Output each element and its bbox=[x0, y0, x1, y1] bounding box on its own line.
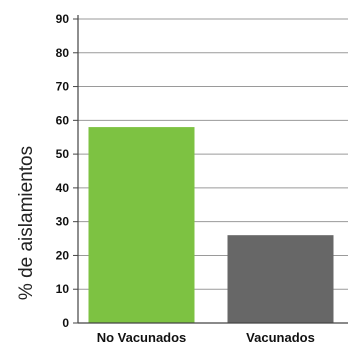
bars bbox=[88, 127, 334, 323]
y-tick-label: 20 bbox=[56, 248, 70, 262]
x-tick-labels: No Vacunados Vacunados bbox=[97, 330, 315, 345]
y-tick-label: 50 bbox=[56, 147, 70, 161]
y-axis-title: % de aislamientos bbox=[16, 146, 37, 300]
y-tick-label: 80 bbox=[56, 46, 70, 60]
y-tick-labels: 0 10 20 30 40 50 60 70 80 90 bbox=[56, 12, 70, 330]
y-tick-label: 90 bbox=[56, 12, 70, 26]
y-tick-label: 70 bbox=[56, 80, 70, 94]
x-tick-label: No Vacunados bbox=[97, 330, 187, 345]
x-tick-label: Vacunados bbox=[246, 330, 315, 345]
y-tick-label: 40 bbox=[56, 181, 70, 195]
bar-no-vacunados bbox=[88, 127, 195, 323]
y-tick-label: 30 bbox=[56, 215, 70, 229]
y-tick-label: 0 bbox=[62, 316, 69, 330]
y-tick-label: 60 bbox=[56, 113, 70, 127]
bar-vacunados bbox=[227, 235, 334, 323]
y-tick-label: 10 bbox=[56, 282, 70, 296]
